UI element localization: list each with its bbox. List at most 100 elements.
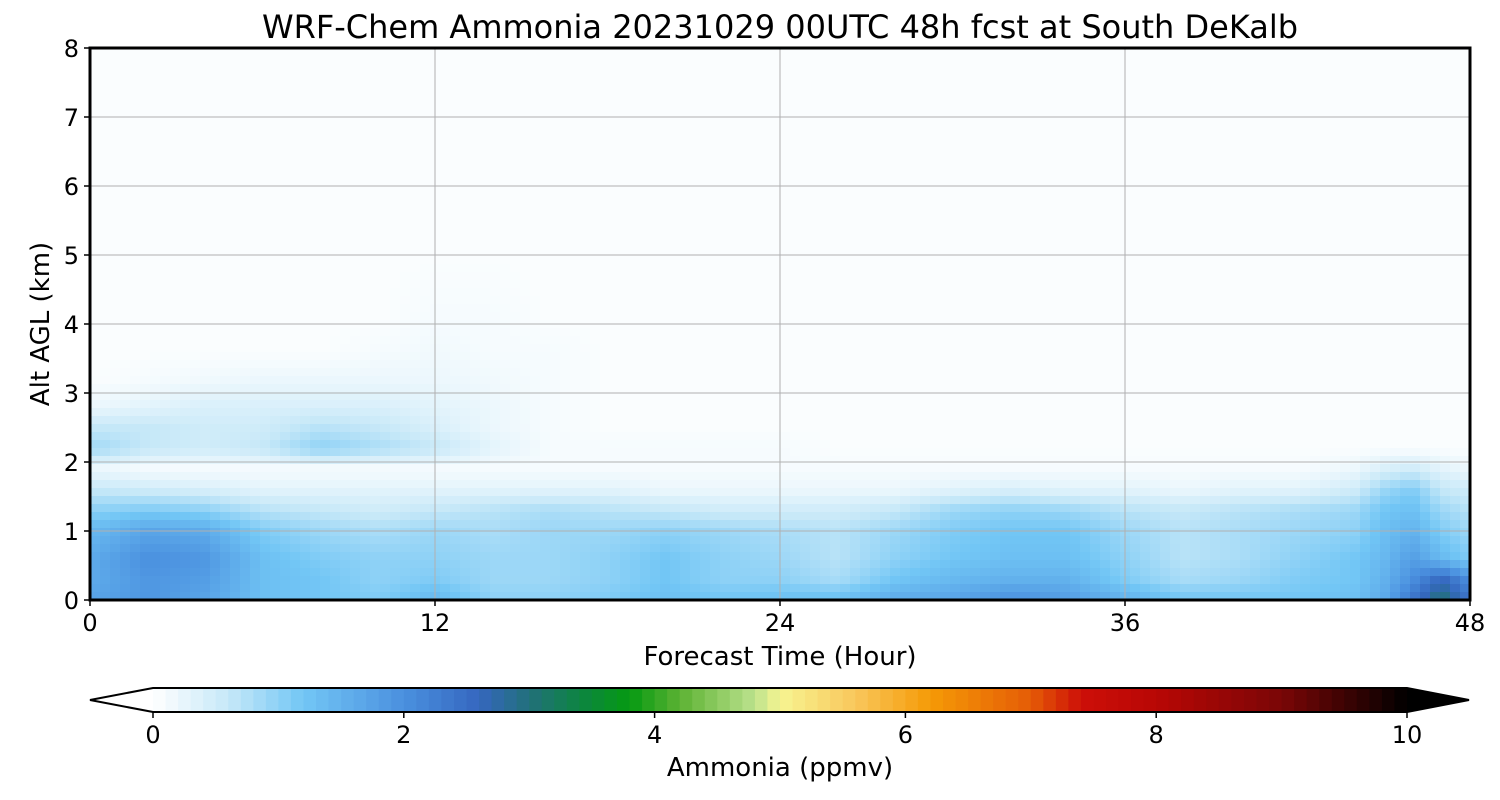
heatmap-cell [360, 432, 371, 441]
heatmap-cell [800, 400, 811, 409]
heatmap-cell [420, 496, 431, 505]
heatmap-cell [210, 168, 221, 177]
heatmap-cell [780, 584, 791, 593]
heatmap-cell [290, 248, 301, 257]
heatmap-cell [520, 200, 531, 209]
heatmap-cell [760, 400, 771, 409]
heatmap-cell [620, 72, 631, 81]
heatmap-cell [520, 80, 531, 89]
heatmap-cell [210, 480, 221, 489]
heatmap-cell [380, 64, 391, 73]
heatmap-cell [760, 120, 771, 129]
heatmap-cell [450, 352, 461, 361]
heatmap-cell [200, 384, 211, 393]
heatmap-cell [500, 192, 511, 201]
heatmap-cell [230, 400, 241, 409]
heatmap-cell [690, 272, 701, 281]
heatmap-cell [390, 560, 401, 569]
heatmap-cell [780, 400, 791, 409]
heatmap-cell [690, 288, 701, 297]
heatmap-cell [640, 120, 651, 129]
heatmap-cell [170, 144, 181, 153]
heatmap-cell [420, 480, 431, 489]
heatmap-cell [190, 104, 201, 113]
heatmap-cell [780, 480, 791, 489]
heatmap-cell [310, 424, 321, 433]
heatmap-cell [130, 488, 141, 497]
heatmap-cell [400, 504, 411, 513]
heatmap-cell [90, 256, 101, 265]
heatmap-cell [800, 424, 811, 433]
heatmap-cell [90, 104, 101, 113]
heatmap-cell [760, 144, 771, 153]
heatmap-cell [680, 288, 691, 297]
heatmap-cell [580, 208, 591, 217]
heatmap-cell [180, 432, 191, 441]
heatmap-cell [190, 512, 201, 521]
heatmap-cell [770, 216, 781, 225]
heatmap-cell [760, 248, 771, 257]
heatmap-cell [620, 432, 631, 441]
heatmap-cell [410, 88, 421, 97]
heatmap-cell [230, 312, 241, 321]
heatmap-cell [690, 464, 701, 473]
heatmap-cell [220, 168, 231, 177]
heatmap-cell [790, 512, 801, 521]
heatmap-cell [630, 168, 641, 177]
heatmap-cell [700, 352, 711, 361]
heatmap-cell [440, 120, 451, 129]
heatmap-cell [470, 304, 481, 313]
heatmap-cell [490, 304, 501, 313]
heatmap-cell [500, 288, 511, 297]
heatmap-cell [490, 264, 501, 273]
heatmap-cell [190, 232, 201, 241]
heatmap-cell [690, 248, 701, 257]
heatmap-cell [240, 352, 251, 361]
heatmap-cell [260, 168, 271, 177]
heatmap-cell [100, 592, 111, 600]
heatmap-cell [480, 296, 491, 305]
heatmap-cell [330, 48, 341, 57]
heatmap-cell [540, 424, 551, 433]
heatmap-cell [460, 176, 471, 185]
heatmap-cell [240, 416, 251, 425]
heatmap-cell [470, 272, 481, 281]
heatmap-cell [250, 152, 261, 161]
heatmap-cell [550, 336, 561, 345]
heatmap-cell [730, 576, 741, 585]
heatmap-cell [250, 88, 261, 97]
heatmap-cell [170, 312, 181, 321]
heatmap-cell [110, 56, 121, 65]
heatmap-cell [160, 272, 171, 281]
heatmap-cell [640, 264, 651, 273]
heatmap-cell [130, 152, 141, 161]
heatmap-cell [340, 112, 351, 121]
heatmap-cell [180, 200, 191, 209]
heatmap-cell [200, 552, 211, 561]
heatmap-cell [470, 256, 481, 265]
heatmap-cell [580, 144, 591, 153]
heatmap-cell [170, 264, 181, 273]
heatmap-cell [710, 344, 721, 353]
heatmap-cell [760, 184, 771, 193]
heatmap-cell [660, 240, 671, 249]
heatmap-cell [410, 592, 421, 600]
heatmap-cell [760, 152, 771, 161]
heatmap-cell [390, 472, 401, 481]
heatmap-cell [110, 360, 121, 369]
heatmap-cell [240, 360, 251, 369]
heatmap-cell [580, 256, 591, 265]
heatmap-cell [300, 240, 311, 249]
heatmap-cell [280, 200, 291, 209]
heatmap-cell [730, 272, 741, 281]
heatmap-cell [650, 488, 661, 497]
heatmap-cell [270, 176, 281, 185]
heatmap-cell [140, 120, 151, 129]
heatmap-cell [510, 104, 521, 113]
heatmap-cell [640, 352, 651, 361]
heatmap-cell [440, 336, 451, 345]
heatmap-cell [120, 464, 131, 473]
heatmap-cell [100, 224, 111, 233]
heatmap-cell [390, 72, 401, 81]
heatmap-cell [650, 288, 661, 297]
